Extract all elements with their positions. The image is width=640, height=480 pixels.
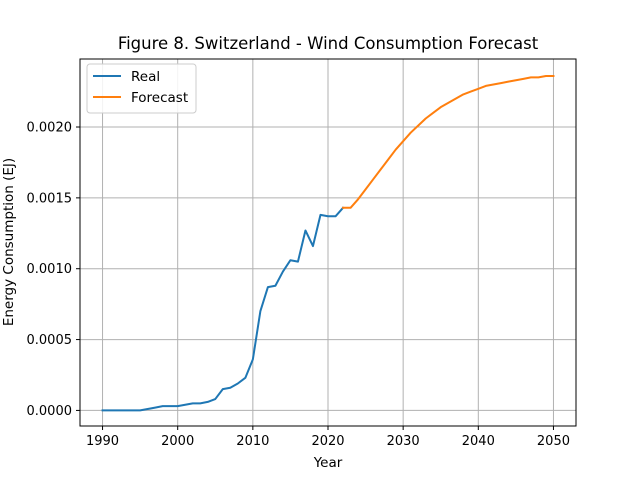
- x-tick-label: 2040: [462, 434, 495, 449]
- x-tick-label: 2010: [236, 434, 269, 449]
- chart-title: Figure 8. Switzerland - Wind Consumption…: [118, 34, 539, 53]
- y-tick-label: 0.0005: [27, 333, 73, 348]
- x-tick-label: 2030: [387, 434, 420, 449]
- x-tick-label: 2050: [537, 434, 570, 449]
- series-line-forecast: [342, 75, 555, 209]
- x-tick-label: 2020: [311, 434, 344, 449]
- legend-label-real: Real: [131, 69, 160, 85]
- x-axis-label: Year: [313, 455, 343, 471]
- y-axis-label: Energy Consumption (EJ): [1, 158, 17, 326]
- y-gridlines: [80, 126, 576, 411]
- y-tick-label: 0.0015: [27, 191, 73, 206]
- series-line-real: [101, 206, 345, 412]
- legend: Real Forecast: [86, 63, 197, 114]
- x-tick-label: 1990: [86, 434, 119, 449]
- x-gridlines: [102, 59, 554, 426]
- x-axis-ticks: 1990 2000 2010 2020 2030 2040 2050: [86, 426, 570, 449]
- y-axis-ticks: 0.0000 0.0005 0.0010 0.0015 0.0020: [27, 121, 80, 419]
- x-tick-label: 2000: [161, 434, 194, 449]
- legend-label-forecast: Forecast: [131, 90, 188, 106]
- y-tick-label: 0.0020: [27, 121, 73, 136]
- series-layer: [101, 75, 555, 412]
- y-tick-label: 0.0000: [27, 404, 73, 419]
- y-tick-label: 0.0010: [27, 262, 73, 277]
